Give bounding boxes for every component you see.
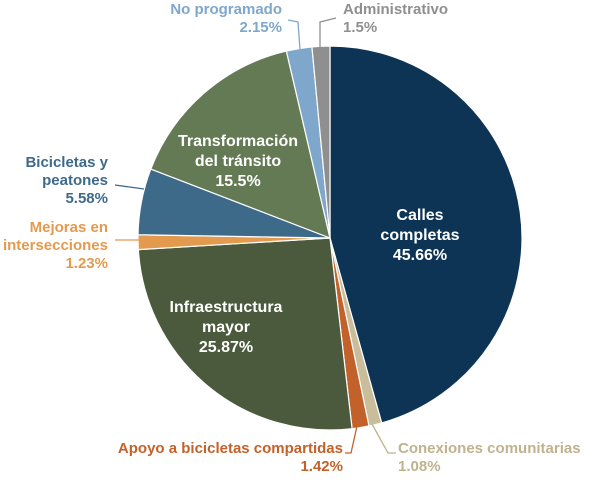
slice-value-label: 1.5% — [343, 19, 377, 36]
pie-slice-calles-completas — [329, 45, 523, 424]
slice-name-label: Administrativo — [343, 1, 448, 18]
slice-label-no-programado: No programado 2.15% — [170, 1, 282, 36]
slice-value-label: 1.42% — [300, 458, 343, 475]
slice-label-conexiones-comunitarias: Conexiones comunitarias 1.08% — [398, 440, 581, 475]
leader-line-bicicletas-y-peatones — [114, 184, 145, 190]
slice-value-label: 15.5% — [215, 173, 260, 190]
slice-name-label: Apoyo a bicicletas compartidas — [118, 440, 343, 457]
slice-name-label: Transformación — [178, 133, 298, 150]
slice-value-label: 45.66% — [393, 247, 447, 264]
slice-value-label: 2.15% — [239, 19, 282, 36]
slice-name-label: mayor — [202, 319, 250, 336]
pie-slice-infraestructura-mayor — [137, 237, 353, 431]
leader-line-apoyo-a-bicicletas-compartidas — [345, 425, 358, 454]
slice-label-bicicletas-y-peatones: Bicicletas y peatones 5.58% — [25, 154, 108, 207]
pie-slice-administrativo — [311, 45, 331, 239]
slice-name-label: Calles — [396, 207, 443, 224]
slice-label-transformacion-del-transito: Transformación del tránsito 15.5% — [178, 133, 298, 190]
slice-name-label: Mejoras en — [30, 219, 108, 236]
slice-label-administrativo: Administrativo 1.5% — [343, 1, 448, 36]
slice-name-label: No programado — [170, 1, 282, 18]
leader-line-no-programado — [287, 19, 301, 51]
leader-line-administrativo — [319, 17, 337, 49]
slice-value-label: 1.23% — [65, 255, 108, 272]
slice-label-infraestructura-mayor: Infraestructura mayor 25.87% — [170, 299, 283, 356]
slice-label-calles-completas: Calles completas 45.66% — [380, 207, 459, 264]
slice-value-label: 1.08% — [398, 458, 441, 475]
slice-label-mejoras-en-intersecciones: Mejoras en intersecciones 1.23% — [3, 219, 108, 272]
slice-name-label: completas — [380, 227, 459, 244]
leader-lines-layer — [114, 17, 396, 454]
slice-name-label: Infraestructura — [170, 299, 283, 316]
slice-label-apoyo-a-bicicletas-compartidas: Apoyo a bicicletas compartidas 1.42% — [118, 440, 343, 475]
slice-name-label: intersecciones — [3, 237, 108, 254]
slice-name-label: Bicicletas y — [25, 154, 108, 171]
labels-layer: Calles completas 45.66% Conexiones comunita… — [3, 1, 581, 475]
slice-value-label: 25.87% — [199, 339, 253, 356]
slice-name-label: peatones — [42, 172, 108, 189]
slice-value-label: 5.58% — [65, 190, 108, 207]
leader-line-conexiones-comunitarias — [371, 423, 396, 454]
pie-slice-transformacion-del-transito — [150, 50, 331, 239]
slices-layer — [137, 45, 523, 431]
slice-name-label: del tránsito — [195, 153, 281, 170]
slice-name-label: Conexiones comunitarias — [398, 440, 581, 457]
